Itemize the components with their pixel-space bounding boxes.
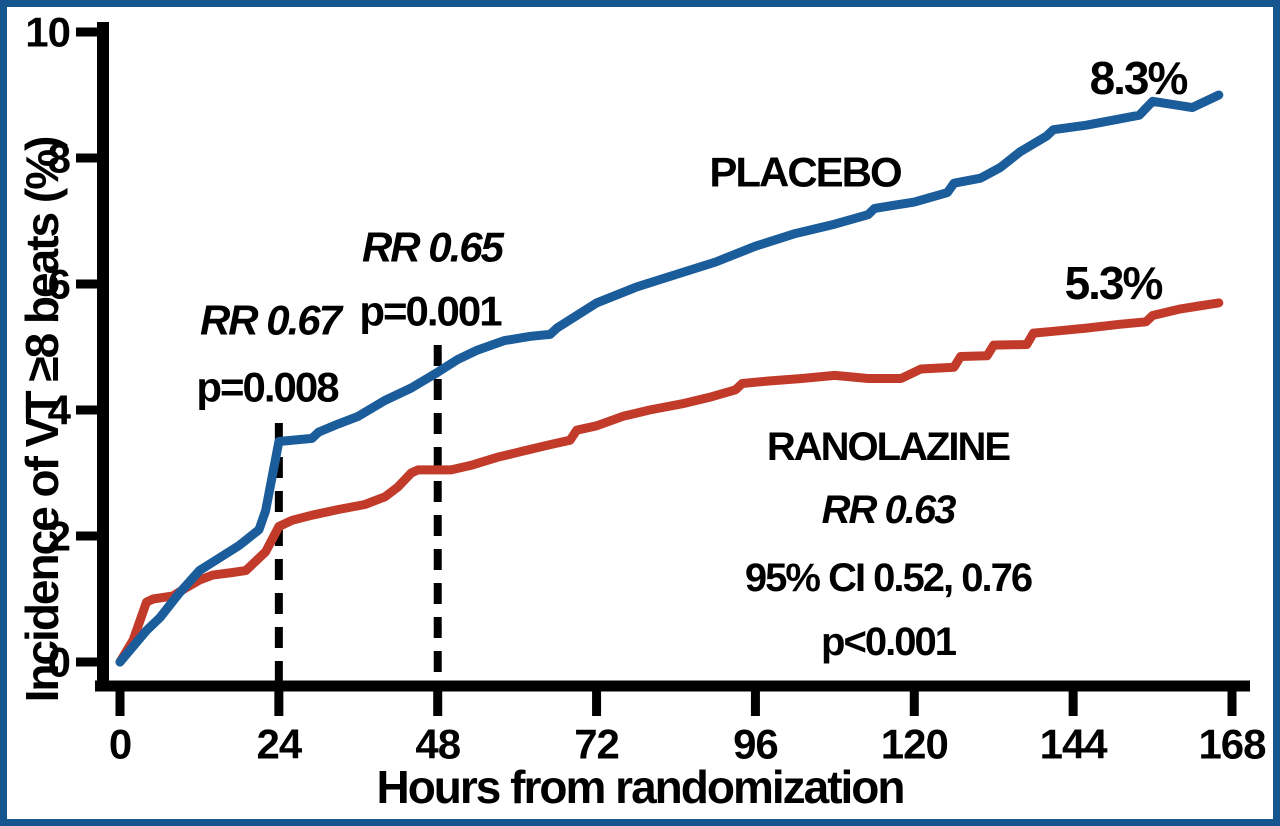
x-tick-label: 24: [256, 721, 302, 768]
x-tick-label: 96: [733, 721, 778, 768]
p-24h-label: p=0.008: [196, 364, 339, 411]
y-tick-label: 6: [48, 261, 70, 308]
x-tick-label: 48: [415, 721, 460, 768]
y-axis-ticks: 0 2 4 6 8 10: [25, 9, 100, 686]
ranolazine-series-label: RANOLAZINE: [767, 425, 1011, 469]
y-tick-label: 4: [48, 387, 72, 434]
rr-48h-label: RR 0.65: [362, 224, 505, 271]
y-axis-title: Incidence of VT ≥8 beats (%): [16, 137, 68, 703]
x-tick-label: 120: [881, 721, 948, 768]
x-axis-title: Hours from randomization: [376, 761, 903, 813]
placebo-curve: [115, 90, 1224, 667]
ranolazine-final-value: 5.3%: [1065, 257, 1163, 309]
x-tick-label: 0: [109, 721, 131, 768]
y-tick-label: 2: [48, 513, 70, 560]
ranolazine-ci-label: 95% CI 0.52, 0.76: [745, 556, 1032, 600]
x-tick-label: 144: [1040, 721, 1109, 768]
p-48h-label: p=0.001: [359, 288, 502, 335]
x-tick-label: 72: [574, 721, 619, 768]
y-tick-label: 8: [48, 135, 71, 182]
y-tick-label: 0: [48, 639, 70, 686]
ranolazine-p-label: p<0.001: [821, 620, 957, 664]
x-tick-label: 168: [1198, 721, 1266, 768]
ranolazine-rr-label: RR 0.63: [822, 488, 956, 532]
placebo-series-label: PLACEBO: [709, 149, 901, 196]
x-axis-ticks: 0 24 48 72 96 120 144 168: [109, 690, 1267, 768]
ranolazine-curve: [115, 298, 1224, 667]
y-tick-label: 10: [25, 9, 70, 56]
placebo-final-value: 8.3%: [1090, 52, 1188, 104]
rr-24h-label: RR 0.67: [200, 297, 344, 344]
